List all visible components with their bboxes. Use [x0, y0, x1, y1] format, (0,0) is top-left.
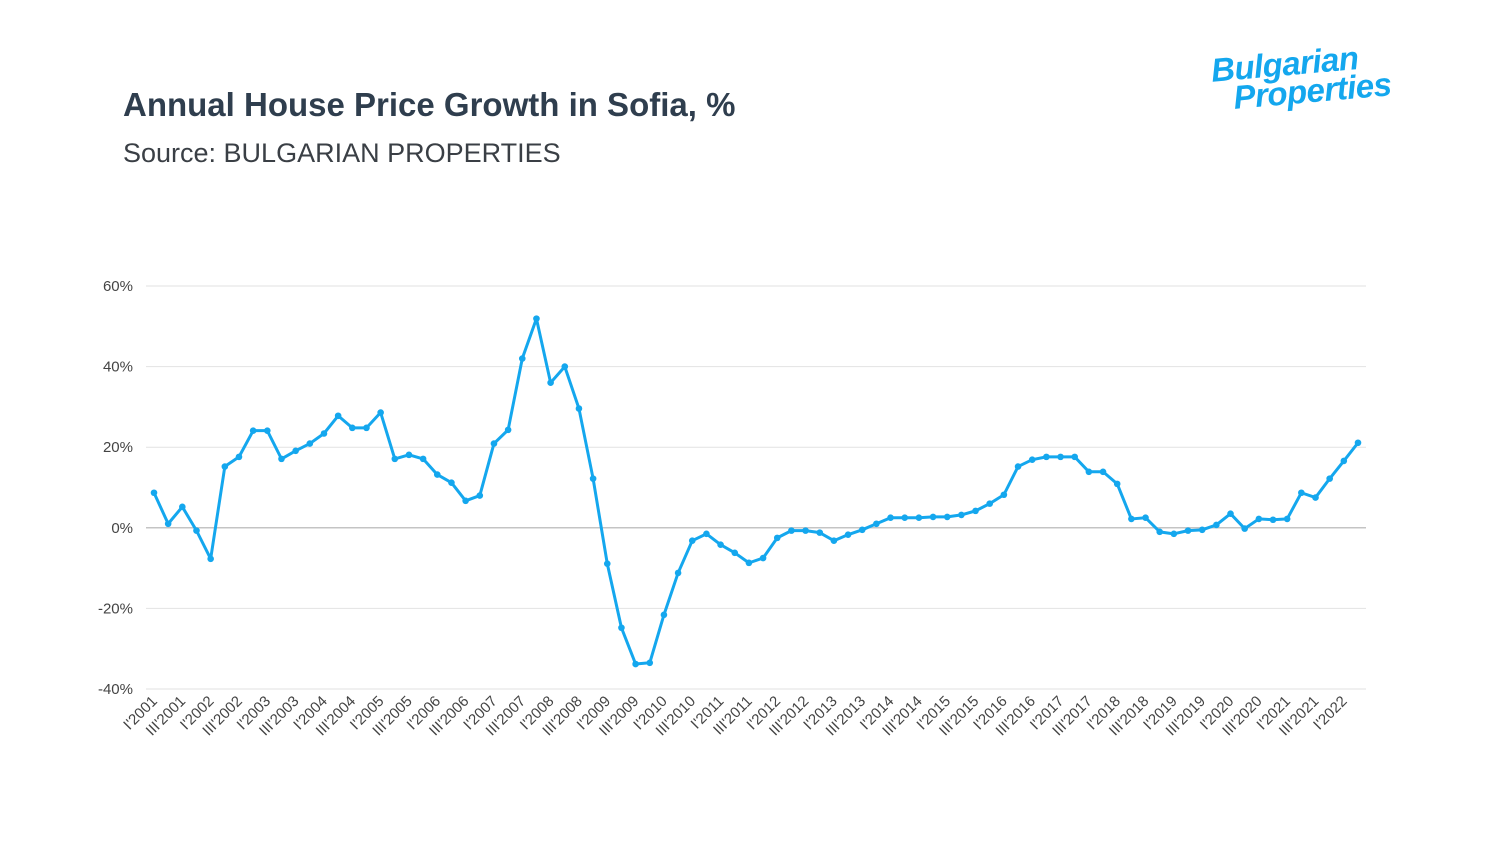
- data-point: [207, 555, 214, 563]
- data-point: [476, 492, 484, 499]
- data-point: [391, 455, 399, 463]
- data-point: [1071, 453, 1079, 461]
- data-point: [334, 412, 342, 420]
- data-point: [490, 440, 498, 447]
- data-point: [802, 527, 809, 534]
- data-point: [1312, 494, 1319, 501]
- data-point: [901, 514, 909, 522]
- data-point: [915, 514, 923, 522]
- data-point: [292, 447, 299, 455]
- data-point: [958, 511, 965, 519]
- data-point: [235, 453, 243, 461]
- data-point: [320, 430, 328, 437]
- data-point: [1043, 453, 1050, 461]
- data-point: [1000, 491, 1008, 499]
- data-point: [929, 513, 937, 521]
- data-point: [759, 554, 767, 562]
- data-point: [1057, 453, 1064, 461]
- data-point: [1213, 521, 1220, 529]
- data-point: [179, 503, 186, 511]
- y-tick-label: 20%: [103, 439, 133, 456]
- y-tick-label: -20%: [98, 600, 133, 617]
- data-point: [717, 541, 724, 549]
- data-point: [773, 534, 781, 542]
- data-point: [660, 611, 668, 619]
- data-point: [1142, 514, 1149, 522]
- data-point: [632, 660, 639, 668]
- data-point: [972, 507, 979, 515]
- data-point: [405, 451, 413, 459]
- series-line: [152, 317, 1360, 666]
- data-point: [1354, 439, 1362, 447]
- data-point: [830, 537, 838, 544]
- data-point: [1156, 528, 1163, 536]
- data-point: [462, 497, 469, 505]
- data-point: [1283, 515, 1291, 523]
- data-point: [561, 363, 569, 370]
- data-point: [278, 455, 285, 463]
- data-point: [504, 426, 512, 434]
- data-point: [349, 424, 356, 432]
- data-point: [745, 559, 753, 567]
- data-point: [1085, 468, 1093, 476]
- data-point: [603, 560, 611, 567]
- data-point: [1128, 515, 1135, 523]
- data-point: [844, 531, 852, 538]
- data-point: [433, 471, 441, 478]
- data-point: [731, 549, 739, 557]
- y-tick-label: 40%: [103, 359, 133, 376]
- y-tick-label: 0%: [111, 520, 133, 537]
- data-point: [547, 379, 554, 387]
- data-point: [150, 489, 158, 497]
- data-point: [674, 569, 682, 577]
- data-point: [1170, 530, 1178, 538]
- data-point: [533, 315, 540, 322]
- data-point: [1028, 456, 1036, 463]
- data-point: [858, 526, 866, 534]
- data-point: [518, 355, 526, 362]
- data-point: [1113, 480, 1121, 488]
- data-point: [986, 500, 994, 507]
- data-point: [575, 405, 583, 412]
- data-point: [249, 427, 257, 434]
- data-point: [377, 409, 384, 416]
- data-point: [1255, 515, 1263, 523]
- data-point: [703, 530, 710, 538]
- y-tick-label: -40%: [98, 681, 133, 698]
- chart-title: Annual House Price Growth in Sofia, %: [123, 86, 736, 123]
- y-tick-label: 60%: [103, 278, 133, 295]
- data-point: [1269, 516, 1277, 524]
- data-point: [589, 475, 597, 482]
- data-point: [419, 455, 427, 463]
- data-point: [221, 463, 229, 470]
- data-point: [816, 529, 824, 536]
- data-point: [264, 427, 271, 434]
- data-point: [1340, 457, 1348, 465]
- data-point: [1014, 463, 1022, 470]
- data-point: [1241, 525, 1248, 532]
- data-point: [873, 520, 880, 528]
- data-point: [193, 527, 200, 534]
- data-point: [618, 624, 625, 632]
- data-point: [688, 537, 696, 544]
- data-point: [1298, 489, 1305, 497]
- data-point: [1184, 527, 1192, 534]
- data-point: [1099, 468, 1107, 476]
- data-point: [164, 520, 172, 528]
- data-point: [788, 527, 795, 534]
- data-point: [1227, 510, 1234, 517]
- chart-subtitle: Source: BULGARIAN PROPERTIES: [123, 138, 561, 168]
- data-point: [887, 514, 894, 522]
- data-point: [646, 659, 654, 667]
- data-point: [1198, 526, 1206, 534]
- data-point: [448, 479, 455, 486]
- data-point: [306, 440, 314, 447]
- data-point: [1326, 475, 1333, 482]
- data-point: [943, 513, 951, 521]
- data-point: [363, 424, 370, 432]
